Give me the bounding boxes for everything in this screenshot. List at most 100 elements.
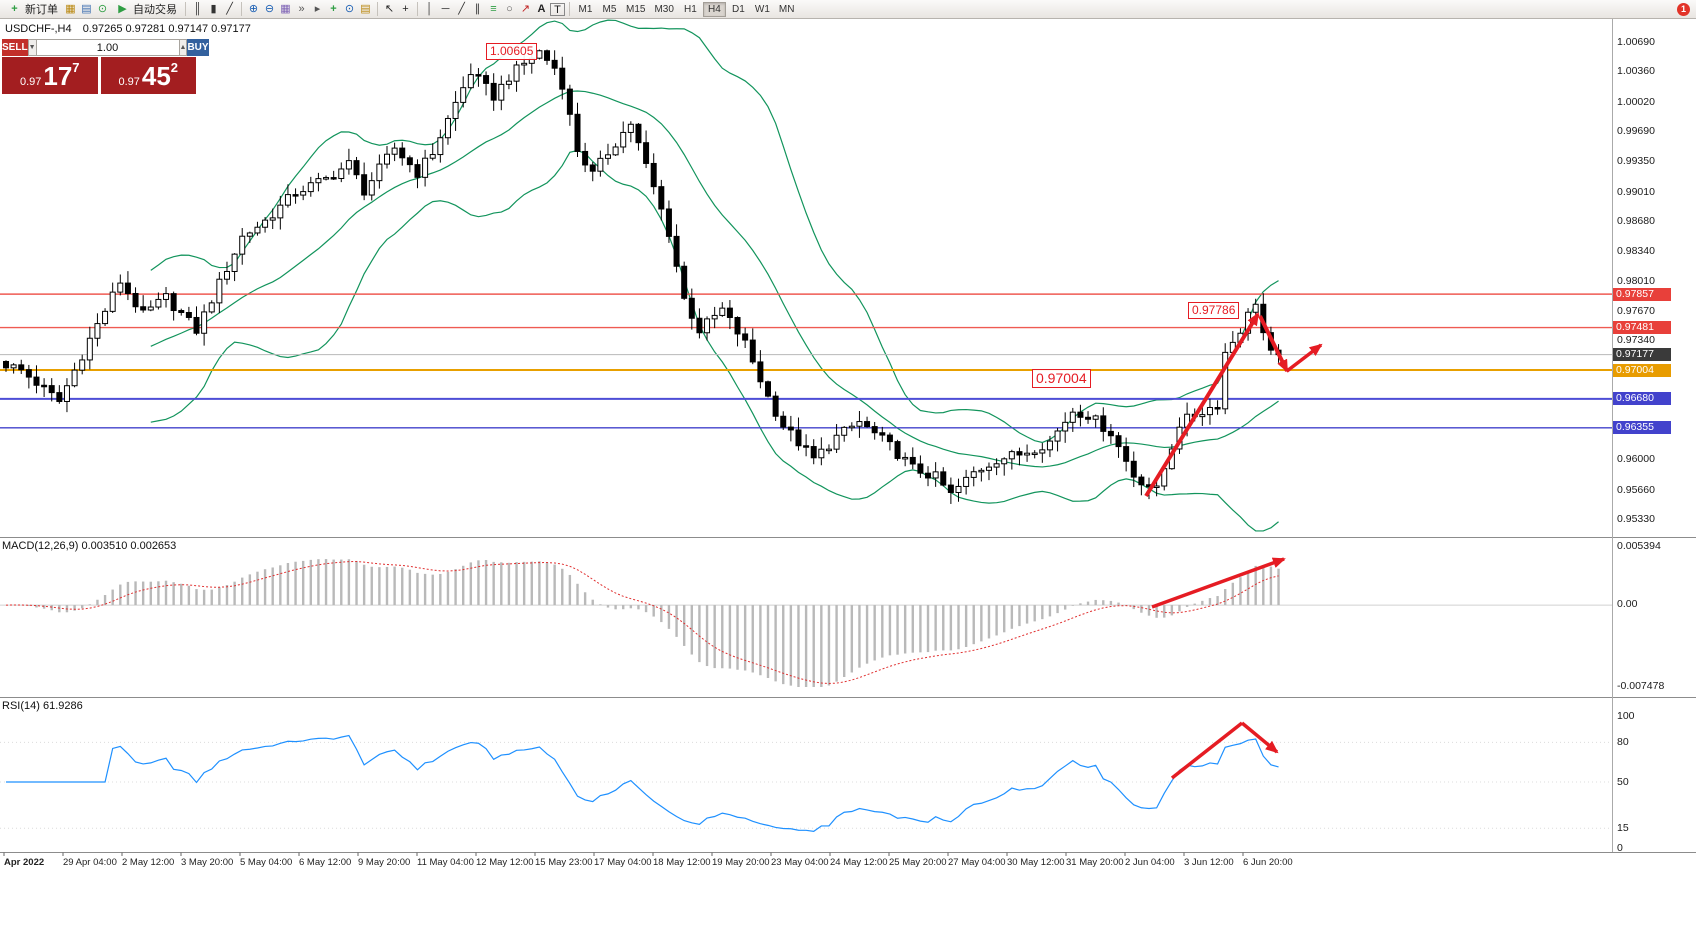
timeframe-h1[interactable]: H1	[684, 3, 697, 15]
price-axis-label: 0.98340	[1617, 245, 1655, 258]
toolbar-separator	[569, 2, 570, 16]
price-axis-label: 0.99010	[1617, 185, 1655, 198]
chart-window: USDCHF-,H4 0.97265 0.97281 0.97147 0.971…	[0, 19, 1696, 938]
buy-price-big: 45	[141, 61, 171, 91]
sell-price-box[interactable]: 0.97 17 7	[2, 57, 98, 94]
text-tool-icon[interactable]: A	[537, 2, 546, 15]
time-axis-label: 27 May 04:00	[948, 857, 1006, 868]
refresh-icon[interactable]: ⊙	[97, 2, 108, 15]
timeframe-m15[interactable]: M15	[626, 3, 646, 15]
trend-arrow[interactable]	[1285, 343, 1323, 373]
price-badge: 0.97857	[1613, 287, 1671, 301]
trend-arrow[interactable]	[1144, 312, 1260, 498]
timeframe-m5[interactable]: M5	[602, 3, 617, 15]
rsi-axis-label: 0	[1617, 842, 1623, 854]
price-badge: 0.96355	[1613, 421, 1671, 435]
vertical-line-icon[interactable]: │	[426, 2, 433, 15]
zoom-in-icon[interactable]: ⊕	[248, 2, 259, 15]
chart-canvas[interactable]	[0, 19, 1696, 938]
rsi-axis-label: 80	[1617, 736, 1629, 749]
price-axis-label: 1.00020	[1617, 95, 1655, 108]
time-axis-label: 2 May 12:00	[122, 857, 175, 868]
timeframe-w1[interactable]: W1	[754, 3, 770, 15]
time-axis-label: 23 May 04:00	[771, 857, 829, 868]
price-axis-label: 0.99350	[1617, 155, 1655, 168]
time-axis-label: 17 May 04:00	[594, 857, 652, 868]
time-axis-label: 5 May 04:00	[240, 857, 293, 868]
price-axis-label: 0.99690	[1617, 124, 1655, 137]
auto-trading-button[interactable]: ▶ 自动交易	[111, 1, 181, 18]
macd-label: MACD(12,26,9) 0.003510 0.002653	[2, 540, 177, 552]
auto-scroll-icon[interactable]: »	[298, 2, 305, 15]
price-axis-label: 0.95330	[1617, 513, 1655, 525]
bar-chart-icon[interactable]: ║	[193, 2, 202, 15]
indicators-icon[interactable]: +	[330, 2, 337, 15]
symbol-title: USDCHF-,H4	[5, 23, 72, 35]
price-badge: 0.97177	[1613, 348, 1671, 362]
horizontal-line-icon[interactable]: ─	[441, 2, 450, 15]
line-chart-icon[interactable]: ╱	[226, 2, 233, 15]
crosshair-icon[interactable]: +	[402, 2, 409, 15]
notification-badge[interactable]: 1	[1677, 2, 1690, 16]
toolbar-separator	[377, 2, 378, 16]
arrows-tool-icon[interactable]: ↗	[520, 2, 531, 15]
sell-price-prefix: 0.97	[19, 76, 42, 88]
timeframe-d1[interactable]: D1	[732, 3, 745, 15]
timeframe-mn[interactable]: MN	[778, 3, 795, 15]
timeframe-m1[interactable]: M1	[578, 3, 593, 15]
price-axis-label: 0.97340	[1617, 334, 1655, 347]
price-axis-label: 0.96000	[1617, 453, 1655, 466]
periods-icon[interactable]: ⊙	[344, 2, 355, 15]
time-axis-label: 3 May 20:00	[181, 857, 234, 868]
trend-arrow[interactable]	[1170, 721, 1244, 780]
sell-price-big: 17	[43, 61, 73, 91]
candlestick-chart-icon[interactable]: ▮	[210, 2, 217, 15]
lot-increase-button[interactable]: ▲	[178, 39, 188, 56]
main-toolbar: + 新订单 ▦ ▤ ⊙ ▶ 自动交易 ║ ▮ ╱ ⊕ ⊖ ▦ » ▸ + ⊙ ▤…	[0, 0, 1696, 19]
charts-icon[interactable]: ▦	[65, 2, 76, 15]
new-order-button[interactable]: + 新订单	[3, 1, 62, 18]
new-order-icon: +	[11, 2, 18, 15]
zoom-out-icon[interactable]: ⊖	[264, 2, 275, 15]
time-axis-label: Apr 2022	[4, 857, 45, 868]
lot-decrease-button[interactable]: ▼	[27, 39, 37, 56]
label-tool-icon[interactable]: T	[550, 2, 565, 16]
price-annotation[interactable]: 1.00605	[486, 43, 538, 60]
sell-button[interactable]: SELL	[2, 39, 28, 56]
trend-arrow[interactable]	[1151, 557, 1286, 609]
buy-button[interactable]: BUY	[187, 39, 209, 56]
sell-price-sup: 7	[72, 60, 80, 75]
profiles-icon[interactable]: ▤	[81, 2, 92, 15]
rsi-label: RSI(14) 61.9286	[2, 700, 83, 712]
cursor-icon[interactable]: ↖	[384, 2, 395, 15]
buy-price-box[interactable]: 0.97 45 2	[100, 57, 196, 94]
time-axis-label: 31 May 20:00	[1066, 857, 1124, 868]
shapes-icon[interactable]: ○	[506, 2, 513, 15]
timeframe-h4[interactable]: H4	[702, 1, 726, 17]
price-annotation[interactable]: 0.97004	[1032, 369, 1091, 388]
time-axis-label: 6 Jun 20:00	[1243, 857, 1293, 868]
trend-arrow[interactable]	[1258, 315, 1289, 373]
tile-windows-icon[interactable]: ▦	[280, 2, 291, 15]
rsi-axis-label: 100	[1617, 710, 1635, 722]
toolbar-separator	[241, 2, 242, 16]
lot-size-input[interactable]	[36, 39, 179, 56]
price-annotation[interactable]: 0.97786	[1188, 302, 1240, 319]
auto-trading-icon: ▶	[118, 2, 127, 15]
templates-icon[interactable]: ▤	[360, 2, 371, 15]
price-axis-label: 0.97670	[1617, 304, 1655, 317]
trend-arrow[interactable]	[1240, 721, 1279, 754]
buy-price-sup: 2	[170, 60, 179, 75]
channel-icon[interactable]: ∥	[474, 2, 481, 15]
macd-axis-label: 0.00	[1617, 598, 1638, 610]
price-axis-label: 0.98010	[1617, 274, 1655, 287]
shift-end-icon[interactable]: ▸	[314, 2, 321, 15]
trendline-icon[interactable]: ╱	[458, 2, 465, 15]
rsi-axis-label: 50	[1617, 776, 1629, 788]
time-axis-label: 11 May 04:00	[417, 857, 474, 868]
timeframe-m30[interactable]: M30	[654, 3, 674, 15]
fibonacci-icon[interactable]: ≡	[490, 2, 497, 15]
price-axis-label: 1.00690	[1617, 36, 1655, 48]
time-axis-label: 24 May 12:00	[830, 857, 888, 868]
macd-axis-label: -0.007478	[1617, 680, 1665, 692]
